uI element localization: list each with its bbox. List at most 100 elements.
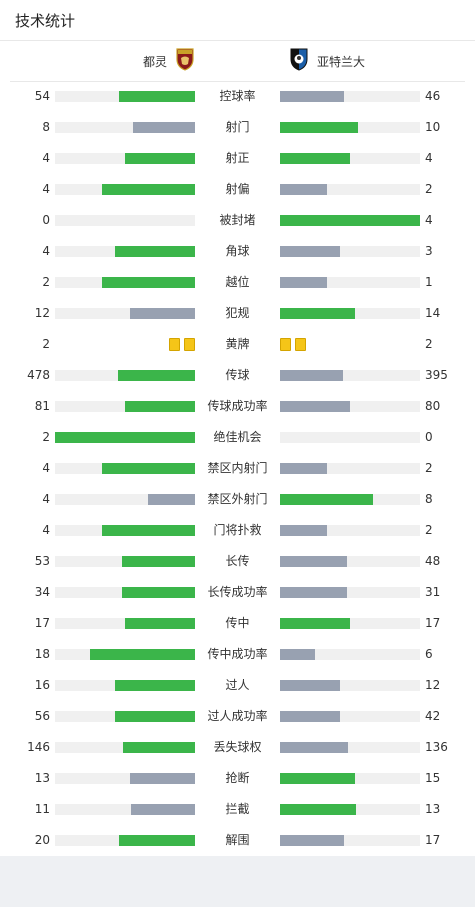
away-bar-track (280, 277, 420, 288)
yellow-card-icon (169, 338, 180, 351)
stat-label: 犯规 (225, 306, 250, 320)
away-bar (280, 494, 374, 505)
divider (10, 81, 465, 82)
away-bar-track (280, 122, 420, 133)
away-bar (280, 804, 356, 815)
away-value: 4 (425, 213, 433, 227)
home-bar-track (55, 742, 195, 753)
home-bar-track (55, 494, 195, 505)
away-bar-track (280, 618, 420, 629)
stat-label: 禁区内射门 (207, 461, 268, 475)
home-bar (130, 773, 195, 784)
away-bar-track (280, 91, 420, 102)
yellow-card-icon-group (280, 338, 306, 351)
stat-row: 2 绝佳机会 0 (0, 422, 475, 453)
home-bar-track (55, 463, 195, 474)
home-bar-track (55, 277, 195, 288)
home-bar (55, 432, 195, 443)
away-bar-track (280, 494, 420, 505)
home-value: 20 (34, 833, 50, 847)
home-value: 2 (42, 337, 50, 351)
stat-row: 81 传球成功率 80 (0, 391, 475, 422)
home-value: 12 (34, 306, 50, 320)
home-value: 4 (42, 523, 50, 537)
stat-row: 17 传中 17 (0, 608, 475, 639)
home-team-name: 都灵 (142, 54, 167, 69)
away-value: 395 (425, 368, 448, 382)
away-bar-track (280, 525, 420, 536)
away-bar-track (280, 432, 420, 443)
home-bar (101, 277, 195, 288)
stat-label: 角球 (225, 244, 250, 258)
home-value: 16 (34, 678, 50, 692)
away-value: 48 (425, 554, 441, 568)
away-bar (280, 587, 347, 598)
home-bar-track (55, 618, 195, 629)
stat-label: 传中成功率 (207, 647, 268, 661)
away-value: 0 (425, 430, 433, 444)
home-value: 8 (42, 120, 50, 134)
away-value: 15 (425, 771, 441, 785)
home-value: 4 (42, 151, 50, 165)
home-bar (118, 370, 195, 381)
home-bar (115, 246, 195, 257)
home-value: 0 (42, 213, 50, 227)
away-value: 8 (425, 492, 433, 506)
away-value: 4 (425, 151, 433, 165)
away-team[interactable]: 亚特兰大 (289, 41, 365, 81)
home-bar-track (55, 91, 195, 102)
home-bar (121, 587, 195, 598)
home-bar-track (55, 153, 195, 164)
home-bar-track (55, 215, 195, 226)
home-value: 54 (34, 89, 50, 103)
stat-row: 56 过人成功率 42 (0, 701, 475, 732)
away-bar-track (280, 835, 420, 846)
stat-row: 478 传球 395 (0, 360, 475, 391)
home-bar (130, 308, 195, 319)
home-team[interactable]: 都灵 (143, 41, 195, 81)
away-bar-track (280, 463, 420, 474)
yellow-card-icon (184, 338, 195, 351)
home-value: 4 (42, 492, 50, 506)
away-value: 42 (425, 709, 441, 723)
home-bar-track (55, 556, 195, 567)
away-bar-track (280, 308, 420, 319)
away-value: 2 (425, 182, 433, 196)
home-bar-track (55, 525, 195, 536)
stat-label: 抢断 (225, 771, 250, 785)
stat-row: 16 过人 12 (0, 670, 475, 701)
away-value: 2 (425, 523, 433, 537)
away-value: 136 (425, 740, 448, 754)
away-bar (280, 246, 340, 257)
home-value: 2 (42, 275, 50, 289)
stat-label: 射门 (225, 120, 250, 134)
away-value: 2 (425, 461, 433, 475)
away-bar (280, 742, 348, 753)
stat-row: 4 射偏 2 (0, 174, 475, 205)
stat-label: 传球 (225, 368, 250, 382)
away-value: 14 (425, 306, 441, 320)
stat-row: 20 解围 17 (0, 825, 475, 856)
stat-label: 禁区外射门 (207, 492, 268, 506)
away-bar (280, 153, 350, 164)
stat-label: 传中 (225, 616, 250, 630)
away-bar (280, 556, 347, 567)
atalanta-crest-icon (289, 47, 309, 75)
away-bar (280, 649, 315, 660)
away-bar (280, 215, 420, 226)
stat-label: 长传 (225, 554, 250, 568)
home-value: 81 (34, 399, 50, 413)
stat-label: 门将扑救 (213, 523, 262, 537)
away-value: 3 (425, 244, 433, 258)
home-value: 56 (34, 709, 50, 723)
stat-row: 34 长传成功率 31 (0, 577, 475, 608)
yellow-card-icon (280, 338, 291, 351)
away-bar-track (280, 184, 420, 195)
home-value: 53 (34, 554, 50, 568)
home-bar-track (55, 308, 195, 319)
stat-row: 11 拦截 13 (0, 794, 475, 825)
away-team-name: 亚特兰大 (317, 54, 366, 69)
away-bar-track (280, 680, 420, 691)
home-bar (101, 463, 195, 474)
away-bar (280, 277, 327, 288)
